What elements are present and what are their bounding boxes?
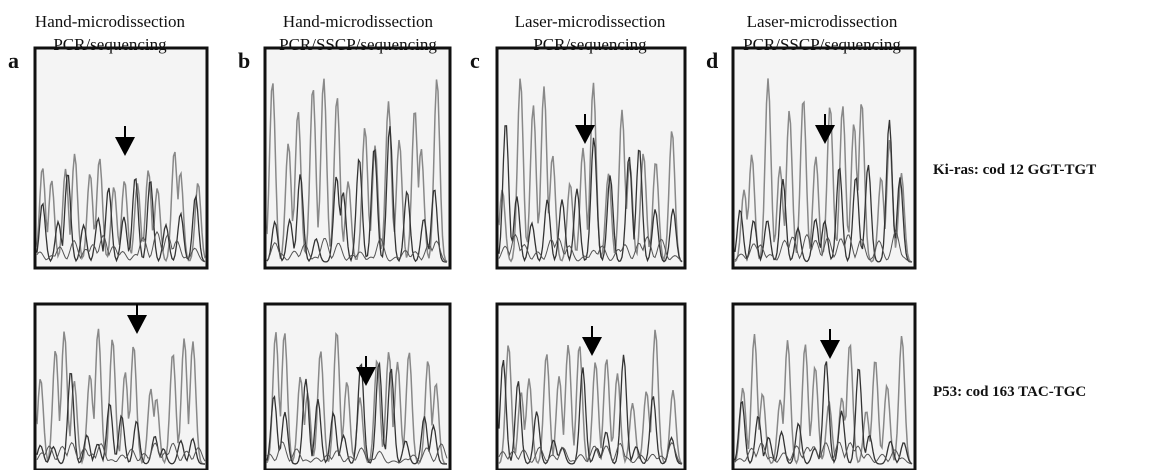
row-label: Ki-ras: cod 12 GGT-TGT (933, 162, 1096, 178)
panel-letter: a (8, 48, 19, 73)
column-header: PCR/SSCP/sequencing (743, 35, 901, 54)
column-header: PCR/SSCP/sequencing (279, 35, 437, 54)
panels (35, 48, 915, 470)
figure: Ki-ras: cod 12 GGT-TGT P53: cod 163 TAC-… (0, 0, 1173, 470)
panel-letter: d (706, 48, 718, 73)
row-label: P53: cod 163 TAC-TGC (933, 384, 1086, 400)
column-header: PCR/sequencing (533, 35, 647, 54)
panel-letter: c (470, 48, 480, 73)
column-header: PCR/sequencing (53, 35, 167, 54)
column-header: Hand-microdissection (35, 12, 186, 31)
panel-letter: b (238, 48, 250, 73)
column-header: Laser-microdissection (515, 12, 666, 31)
column-header: Laser-microdissection (747, 12, 898, 31)
column-header: Hand-microdissection (283, 12, 434, 31)
